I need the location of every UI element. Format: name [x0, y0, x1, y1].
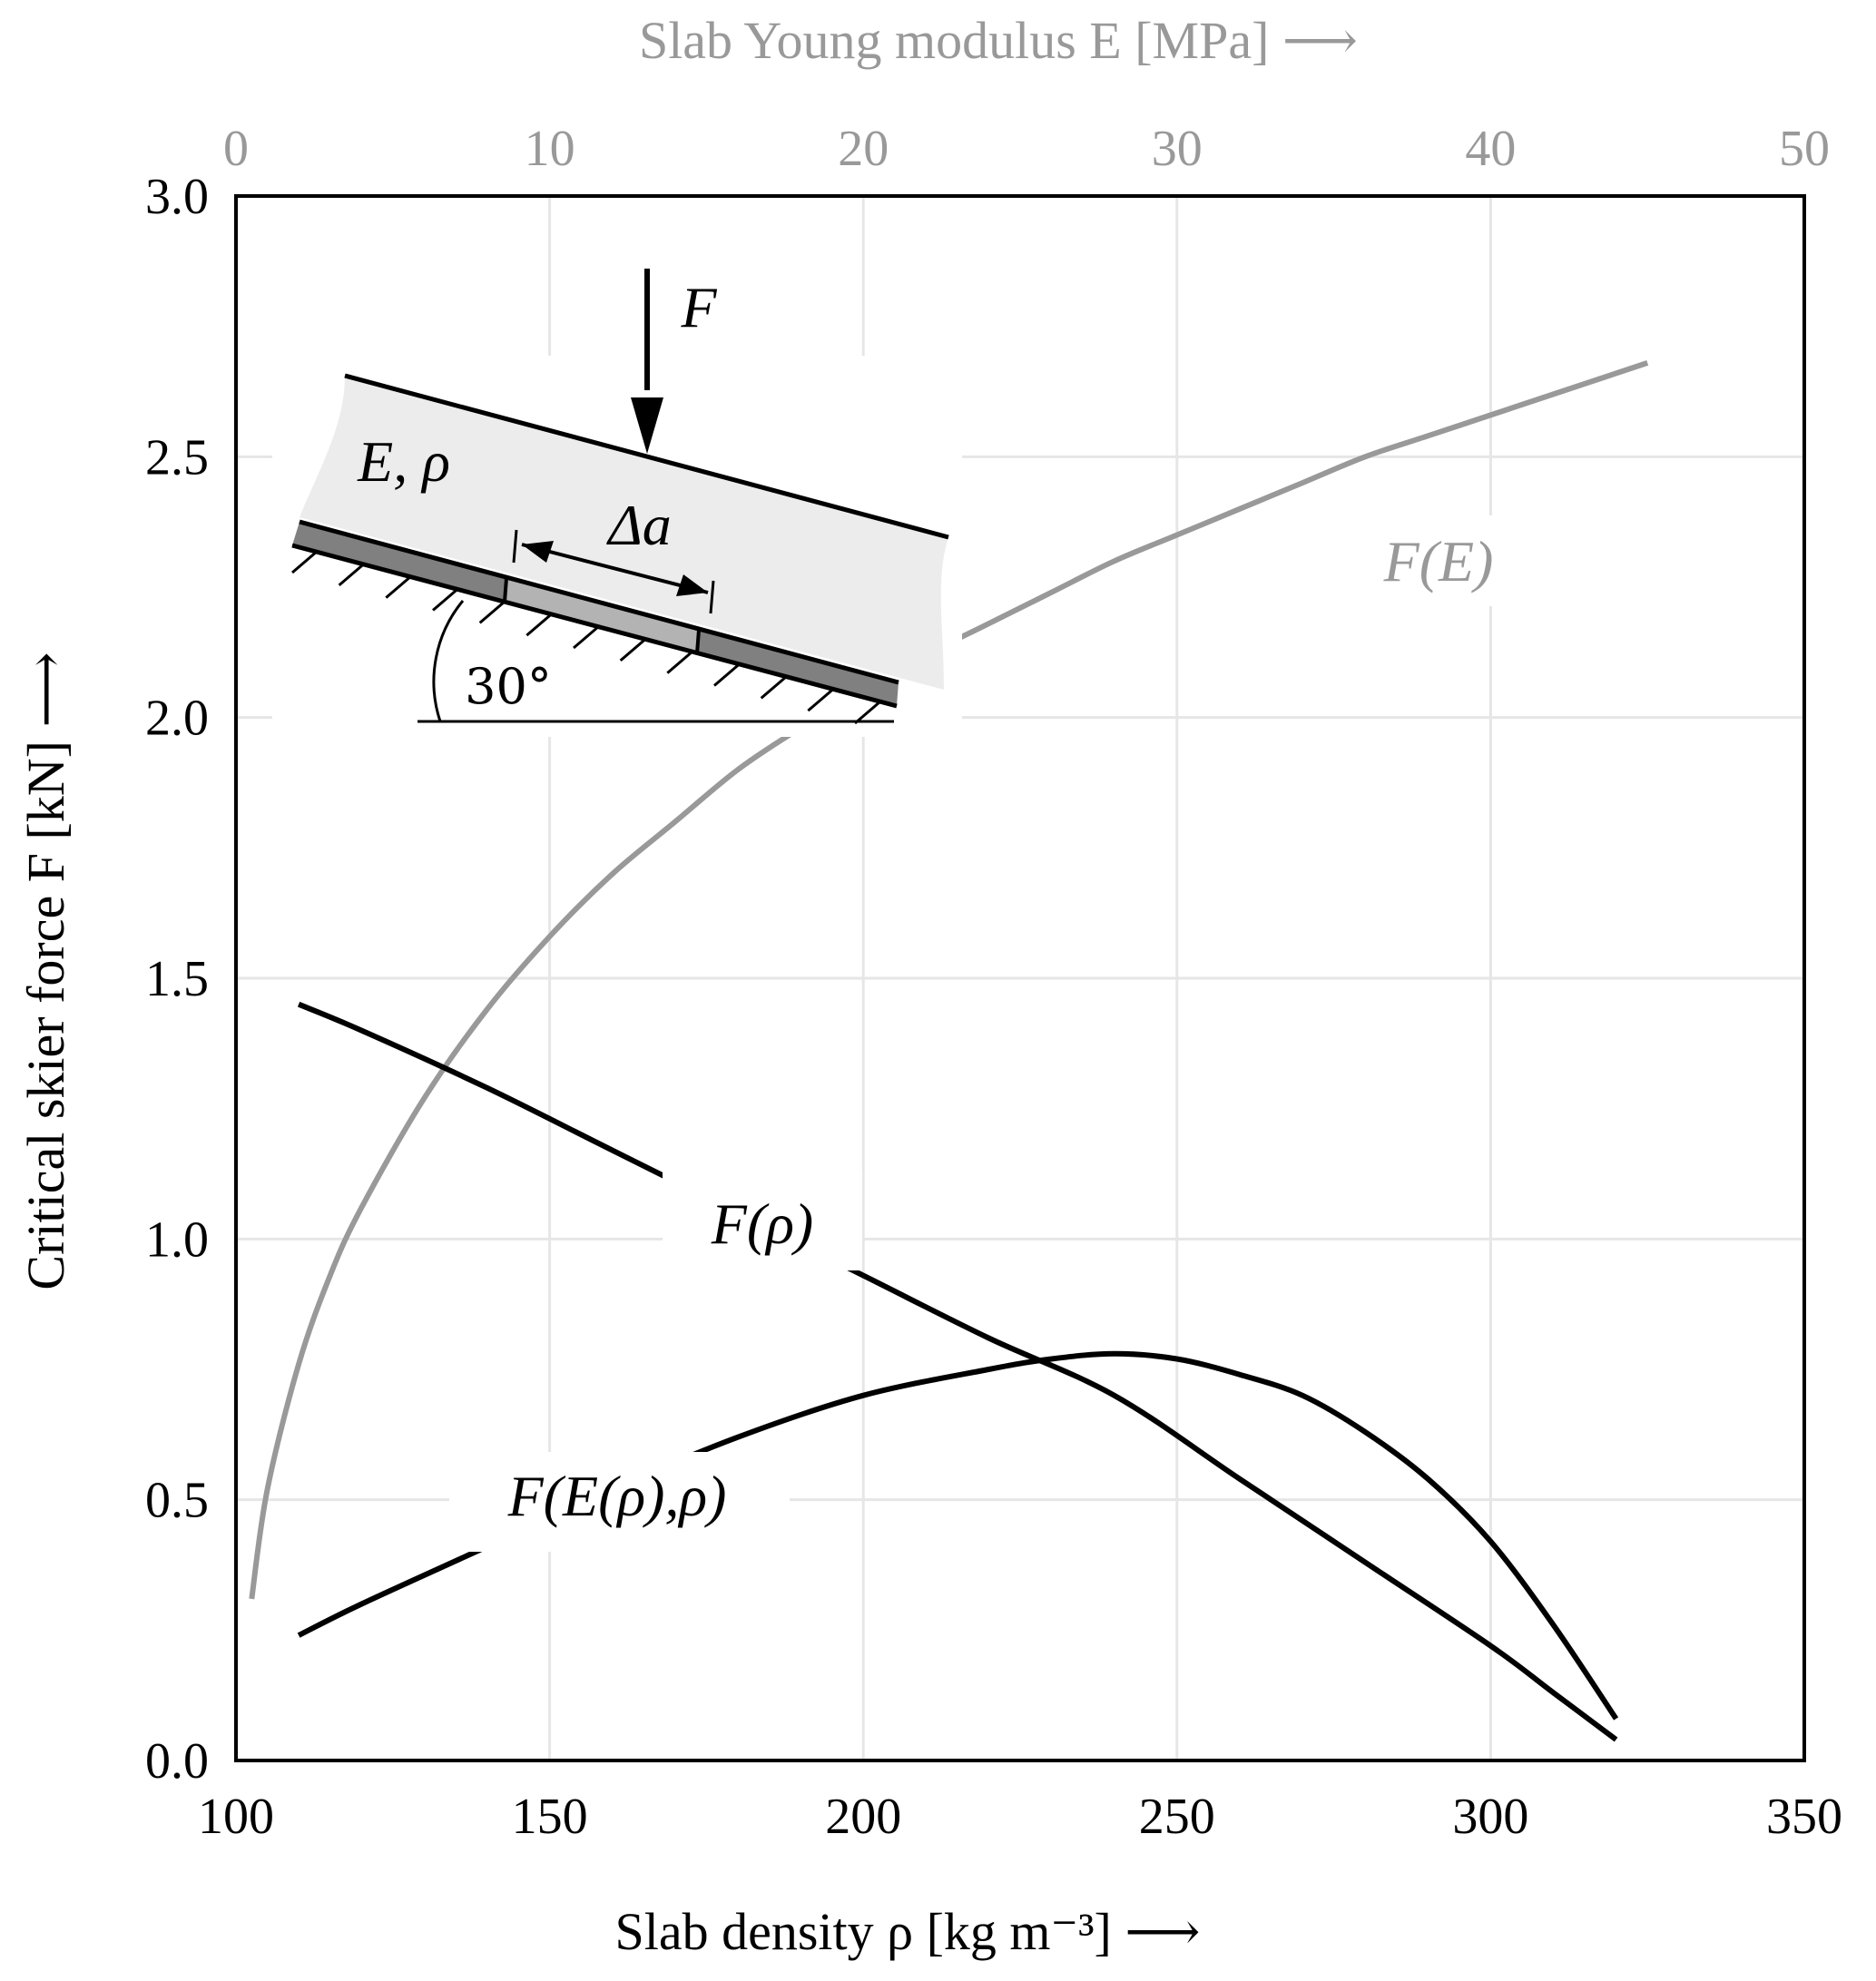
x2-tick-label: 20 [838, 121, 889, 177]
plot-frame [234, 194, 1806, 1762]
hatch-line [713, 662, 741, 687]
y-tick-label: 3.0 [145, 169, 209, 225]
ground-hatching [291, 549, 881, 725]
x-tick-labels: 100 150 200 250 300 350 [198, 1789, 1842, 1845]
x-tick-label: 300 [1452, 1789, 1528, 1845]
curve-label-ferho: F(E(ρ),ρ) [507, 1464, 727, 1528]
y-tick-label: 0.0 [145, 1733, 209, 1790]
x2-tick-label: 30 [1152, 121, 1203, 177]
label-bg-fe [1352, 515, 1525, 606]
hatch-line [525, 613, 554, 637]
curve-f-of-rho [297, 1001, 1618, 1742]
x2-tick-label: 50 [1779, 121, 1830, 177]
label-bg-frho [663, 1171, 862, 1270]
x2-tick-label: 10 [525, 121, 575, 177]
y-tick-label: 2.5 [145, 429, 209, 485]
hatch-line [666, 650, 694, 674]
hatch-line [385, 574, 413, 599]
slab-top-edge [344, 373, 949, 540]
slab-body [300, 376, 948, 690]
x-tick-label: 150 [512, 1789, 588, 1845]
x-tick-label: 250 [1139, 1789, 1215, 1845]
hatch-line [807, 688, 835, 712]
slope-schematic: 30° F E, ρ Δa [272, 269, 962, 737]
x2-tick-label: 40 [1465, 121, 1516, 177]
material-label: E, ρ [357, 429, 450, 494]
y-tick-labels: 0.0 0.5 1.0 1.5 2.0 2.5 3.0 [145, 169, 209, 1790]
y-tick-label: 1.0 [145, 1211, 209, 1268]
label-bg-ferho [449, 1452, 790, 1552]
hatch-line [854, 700, 881, 725]
x-axis-title: Slab density ρ [kg m⁻³] ⟶ [615, 1902, 1201, 1961]
hatch-line [291, 549, 319, 574]
x2-tick-labels: 0 10 20 30 40 50 [223, 121, 1830, 177]
y-tick-label: 1.5 [145, 951, 209, 1007]
hatch-line [432, 587, 459, 612]
crack-length-dimension [521, 543, 709, 594]
crack-segment [505, 578, 699, 653]
force-arrowhead [631, 397, 663, 454]
curve-label-fe: F(E) [1383, 529, 1494, 593]
hatch-line [619, 637, 647, 662]
angle-label: 30° [465, 658, 552, 715]
y-axis-title: Critical skier force F [kN] ⟶ [16, 652, 75, 1290]
curve-label-frho: F(ρ) [711, 1192, 813, 1256]
angle-arc [432, 600, 465, 722]
x2-tick-label: 0 [223, 121, 249, 177]
x2-axis-title: Slab Young modulus E [MPa] ⟶ [639, 11, 1358, 70]
hatch-line [338, 562, 366, 586]
force-label: F [680, 275, 717, 339]
hatch-line [573, 624, 600, 650]
y-tick-label: 0.5 [145, 1473, 209, 1529]
crack-length-label: Δa [605, 493, 672, 557]
hatch-line [478, 600, 506, 624]
hatch-line [760, 675, 788, 700]
x-tick-label: 350 [1766, 1789, 1842, 1845]
x-tick-label: 200 [825, 1789, 901, 1845]
x-tick-label: 100 [198, 1789, 274, 1845]
y-tick-label: 2.0 [145, 691, 209, 747]
